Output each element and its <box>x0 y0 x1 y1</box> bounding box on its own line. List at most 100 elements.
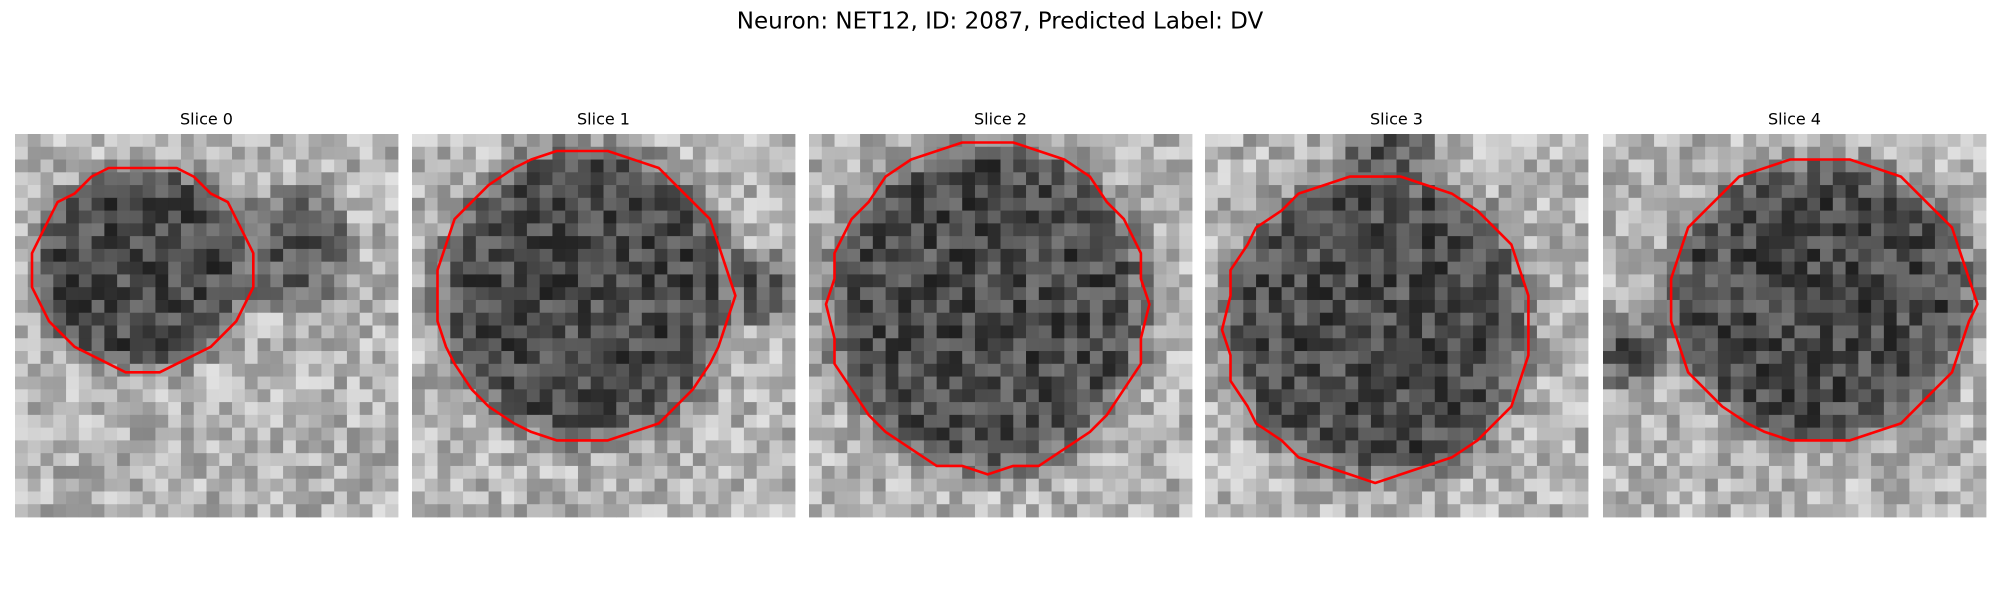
pixel <box>91 185 105 199</box>
pixel <box>526 440 541 454</box>
pixel <box>1038 274 1052 288</box>
segmentation-contour <box>1220 175 1530 485</box>
pixel <box>1960 299 1974 314</box>
pixel <box>1756 325 1770 339</box>
pixel <box>654 210 668 224</box>
pixel <box>295 465 310 480</box>
panel-title: Slice 0 <box>180 110 233 129</box>
pixel <box>782 236 796 250</box>
pixel <box>424 223 438 237</box>
pixel <box>1807 236 1821 250</box>
slice-panel: Slice 2 <box>809 110 1193 518</box>
pixel <box>641 504 655 518</box>
pixel <box>295 478 310 492</box>
pixel <box>1370 402 1385 416</box>
pixel <box>206 223 220 237</box>
pixel <box>40 427 54 441</box>
pixel <box>680 325 694 339</box>
pixel <box>232 465 246 480</box>
pixel <box>270 440 284 454</box>
pixel <box>1603 312 1617 326</box>
pixel <box>1038 236 1052 250</box>
pixel <box>1383 440 1397 454</box>
pixel <box>1934 236 1949 250</box>
pixel <box>821 134 835 148</box>
pixel <box>718 223 732 237</box>
pixel <box>1230 325 1244 339</box>
pixel <box>1562 248 1576 263</box>
pixel <box>1205 261 1219 275</box>
pixel <box>1013 185 1027 199</box>
pixel <box>603 312 617 326</box>
pixel <box>334 440 348 454</box>
pixel <box>782 172 796 186</box>
pixel <box>78 504 92 518</box>
pixel <box>565 427 579 441</box>
pixel <box>539 504 553 518</box>
pixel <box>1230 351 1244 365</box>
pixel <box>1845 236 1859 250</box>
pixel <box>987 376 1001 390</box>
pixel <box>565 389 579 403</box>
pixel <box>1179 376 1193 390</box>
pixel <box>1858 172 1872 186</box>
pixel <box>769 248 783 263</box>
pixel <box>834 427 848 441</box>
pixel <box>1409 414 1423 429</box>
pixel <box>168 236 182 250</box>
pixel <box>1615 261 1629 275</box>
pixel <box>1705 491 1719 505</box>
pixel <box>1549 210 1563 224</box>
pixel <box>692 338 707 352</box>
pixel <box>1268 197 1282 211</box>
pixel <box>334 261 348 275</box>
pixel <box>654 197 668 211</box>
pixel <box>692 197 707 211</box>
pixel <box>372 414 386 429</box>
pixel <box>743 389 758 403</box>
pixel <box>923 351 938 365</box>
pixel <box>346 504 361 518</box>
pixel <box>334 351 348 365</box>
pixel <box>1871 414 1885 429</box>
pixel <box>552 402 566 416</box>
pixel <box>1422 248 1436 263</box>
pixel <box>1845 325 1859 339</box>
pixel <box>1743 478 1757 492</box>
pixel <box>1896 312 1910 326</box>
pixel <box>1960 363 1974 377</box>
pixel <box>1845 453 1859 467</box>
panel-title: Slice 4 <box>1768 110 1821 129</box>
pixel <box>1603 478 1617 492</box>
pixel <box>1256 453 1270 467</box>
pixel <box>705 465 719 480</box>
pixel <box>923 172 938 186</box>
pixel <box>526 312 541 326</box>
pixel <box>1102 172 1116 186</box>
pixel <box>1832 299 1846 314</box>
pixel <box>1179 287 1193 301</box>
pixel <box>193 172 207 186</box>
pixel <box>334 134 348 148</box>
pixel <box>1345 338 1359 352</box>
pixel <box>1794 261 1808 275</box>
pixel <box>232 236 246 250</box>
pixel <box>1332 453 1346 467</box>
pixel <box>1026 465 1040 480</box>
pixel <box>718 146 732 160</box>
pixel <box>1358 363 1372 377</box>
pixel <box>1485 338 1500 352</box>
pixel <box>232 478 246 492</box>
pixel <box>1115 248 1129 263</box>
pixel <box>987 236 1001 250</box>
pixel <box>1845 185 1859 199</box>
pixel <box>180 287 195 301</box>
pixel <box>91 134 105 148</box>
pixel <box>1166 210 1180 224</box>
pixel <box>1575 389 1589 403</box>
pixel <box>1115 363 1129 377</box>
pixel <box>936 223 950 237</box>
pixel <box>1370 376 1385 390</box>
pixel <box>1858 402 1872 416</box>
pixel <box>1205 376 1219 390</box>
